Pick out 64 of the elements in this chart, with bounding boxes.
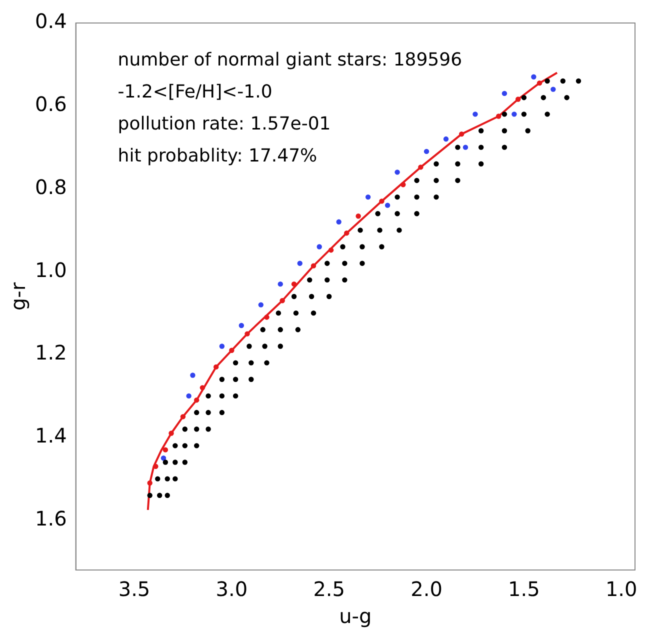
point [258,302,264,308]
point [536,80,542,86]
point [336,219,342,225]
x-tick-label: 1.5 [508,577,540,602]
point [160,456,166,461]
point [190,372,196,378]
y-tick-label: 0.6 [34,92,67,116]
point [153,464,158,469]
point [384,202,390,208]
point [278,281,283,287]
point [502,90,508,96]
x-axis-title: u-g [339,604,372,628]
point [356,214,361,219]
y-tick-label: 1.2 [34,340,67,365]
point [550,86,556,92]
point [219,344,225,349]
point [280,298,285,304]
point [512,112,517,117]
point [418,164,424,170]
point [400,182,406,188]
annotation: number of normal giant stars: 189596 [118,50,462,71]
point [147,480,152,486]
y-tick-label: 1.6 [34,506,67,530]
point [316,244,322,250]
point [424,148,430,154]
point [213,364,219,370]
y-tick-label: 0.4 [34,9,67,34]
point [344,230,350,236]
x-tick-label: 2.0 [410,577,442,602]
point [297,260,302,266]
annotation: pollution rate: 1.57e-01 [118,114,331,135]
x-tick-label: 1.0 [605,577,638,602]
point [458,131,464,137]
point [365,194,371,200]
y-axis-title: g-r [6,282,30,311]
x-tick-label: 2.5 [313,577,346,602]
y-tick-label: 0.8 [34,174,67,199]
x-tick-label: 3.0 [216,577,248,602]
point [194,398,200,403]
point [310,263,316,268]
point [162,447,168,452]
point [200,385,206,390]
point [496,114,502,119]
point [328,247,334,253]
point [168,430,174,436]
x-tick-label: 3.5 [118,577,150,602]
point [229,348,234,353]
point [291,281,297,287]
point [472,112,478,117]
point [180,414,186,420]
point [186,393,192,399]
point [394,170,400,175]
point [379,198,384,204]
point [238,322,244,328]
point [443,136,449,142]
annotation: hit probablity: 17.47% [118,146,318,167]
point [515,96,521,102]
point [462,144,468,150]
point [244,331,250,336]
y-tick-label: 1.0 [34,258,67,282]
point [264,314,270,320]
annotation: -1.2<[Fe/H]<-1.0 [118,82,272,103]
point [531,74,536,80]
y-tick-label: 1.4 [34,424,67,448]
